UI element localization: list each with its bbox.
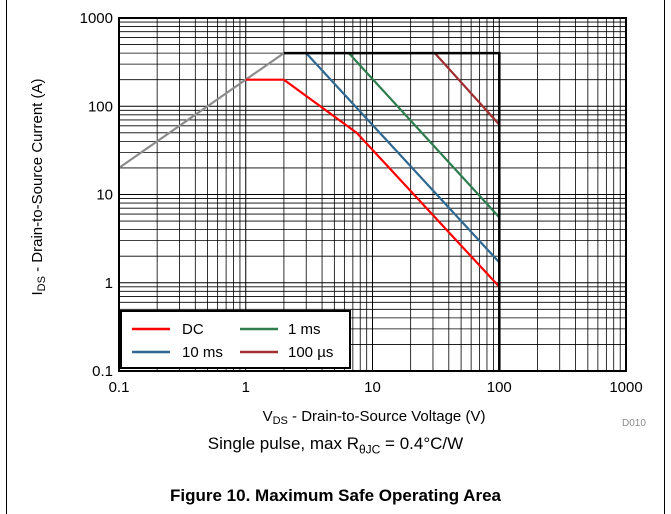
series-line-100-s: [433, 52, 501, 126]
x-tick-label: 10: [364, 379, 381, 396]
y-axis-label: IDS - Drain-to-Source Current (A): [29, 78, 48, 295]
legend-label-10ms: 10 ms: [182, 344, 223, 361]
series-line-boundary: [283, 51, 501, 371]
legend-box: [120, 310, 351, 369]
x-axis-label: VDS - Drain-to-Source Voltage (V): [263, 408, 486, 427]
safe-operating-area-chart: 0.1 1 10 100 1000 0.1 1 10 100 1000 VDS - Drain-t…: [29, 10, 643, 427]
y-tick-label: 100: [88, 98, 113, 115]
x-tick-label: 100: [487, 379, 512, 396]
legend-label-100us: 100 µs: [288, 344, 333, 361]
y-tick-label: 1000: [80, 10, 113, 27]
series-line-rds-on-limit: [118, 52, 285, 169]
figure-code: D010: [622, 418, 646, 429]
series-line-1-ms: [347, 52, 501, 219]
series-lines: [118, 51, 501, 371]
y-tick-label: 0.1: [92, 363, 113, 380]
figure-note: Single pulse, max RθJC = 0.4°C/W: [207, 434, 464, 457]
plot-frame: [118, 17, 627, 372]
series-line-dc: [245, 78, 501, 288]
frame-right-border: [664, 0, 665, 514]
x-tick-label: 1: [242, 379, 250, 396]
y-tick-label: 10: [96, 187, 113, 204]
x-tick-label: 0.1: [109, 379, 130, 396]
frame-left-border: [6, 0, 7, 514]
x-tick-label: 1000: [609, 379, 642, 396]
y-tick-label: 1: [105, 275, 113, 292]
series-line-10-ms: [305, 52, 501, 264]
legend-label-dc: DC: [182, 321, 204, 338]
legend-label-1ms: 1 ms: [288, 321, 321, 338]
figure-caption: Figure 10. Maximum Safe Operating Area: [170, 486, 501, 505]
tick-labels: 0.1 1 10 100 1000 0.1 1 10 100 1000: [80, 10, 643, 396]
legend: DC 1 ms 10 ms 100 µs: [120, 310, 351, 369]
